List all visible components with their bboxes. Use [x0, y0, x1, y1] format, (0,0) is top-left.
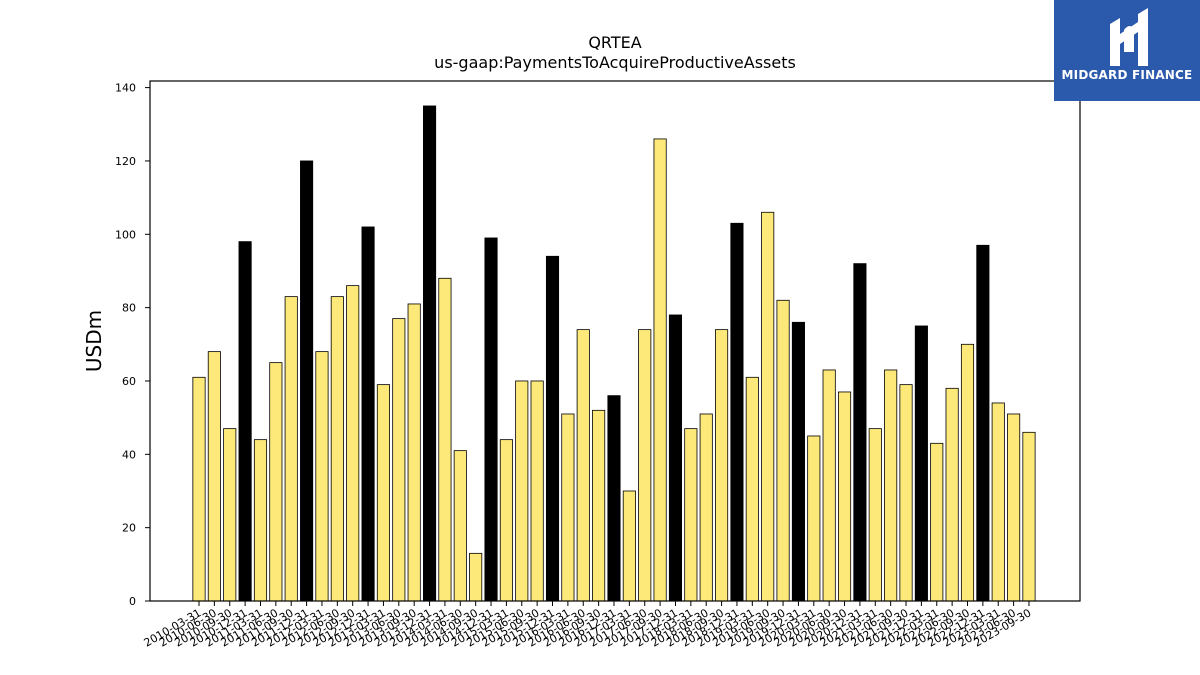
- y-tick-label: 100: [115, 228, 136, 241]
- bar-2020-03-31: [807, 435, 821, 602]
- bar-2019-12-31: [791, 321, 805, 602]
- bar-2012-03-31: [315, 351, 329, 602]
- bar-2019-06-30: [761, 211, 775, 602]
- bar-2010-03-31: [192, 376, 206, 602]
- bar-2010-12-31: [238, 241, 252, 602]
- bar-2015-12-31: [545, 255, 560, 602]
- bar-2011-09-30: [284, 296, 298, 602]
- bar-2020-09-30: [837, 391, 852, 602]
- bar-2015-06-30: [515, 380, 529, 602]
- bar-2014-03-31: [438, 277, 452, 602]
- bar-2021-09-30: [899, 384, 913, 602]
- bar-2018-06-30: [699, 413, 713, 602]
- bar-2021-06-30: [884, 369, 898, 602]
- bar-2017-06-30: [638, 329, 652, 602]
- logo-mark-icon: [1110, 8, 1148, 66]
- plot-frame: [149, 80, 1081, 602]
- bar-2022-03-31: [930, 442, 944, 602]
- bar-2016-03-31: [561, 413, 575, 602]
- bar-2013-03-31: [376, 384, 390, 602]
- bar-2017-12-31: [668, 314, 683, 602]
- y-tick-label: 60: [122, 375, 136, 388]
- bar-2023-09-30: [1022, 431, 1036, 602]
- bar-2016-06-30: [576, 329, 590, 602]
- bar-2022-12-31: [976, 244, 990, 602]
- bar-2016-09-30: [592, 409, 606, 602]
- bar-2014-06-30: [453, 450, 467, 602]
- midgard-logo: MIDGARD FINANCE: [1054, 0, 1200, 101]
- bar-2017-03-31: [622, 490, 636, 602]
- bar-2010-06-30: [207, 351, 221, 602]
- bar-2018-12-31: [730, 222, 744, 602]
- bar-2015-09-30: [530, 380, 544, 602]
- chart-title: QRTEA: [588, 33, 642, 52]
- x-axis-ticks: 2010-03-312010-06-302010-09-302010-12-31…: [142, 601, 1033, 650]
- bar-2012-06-30: [330, 296, 344, 602]
- logo-text: MIDGARD FINANCE: [1061, 68, 1193, 82]
- y-tick-label: 80: [122, 302, 136, 315]
- y-tick-label: 0: [129, 595, 136, 608]
- bar-2013-06-30: [392, 318, 406, 602]
- bar-2017-09-30: [653, 138, 667, 602]
- bar-2018-03-31: [684, 428, 698, 602]
- bar-2011-06-30: [269, 362, 283, 602]
- y-tick-label: 140: [115, 82, 136, 95]
- bar-2012-12-31: [361, 226, 375, 602]
- bar-2018-09-30: [715, 329, 729, 602]
- bar-2011-03-31: [253, 439, 268, 602]
- bars-group: [192, 105, 1036, 602]
- bar-2019-03-31: [745, 376, 759, 602]
- bar-2016-12-31: [607, 395, 621, 602]
- bar-2021-03-31: [868, 428, 882, 602]
- y-axis-label: USDm: [82, 310, 106, 372]
- bar-2013-12-31: [422, 105, 437, 602]
- bar-2021-12-31: [914, 325, 928, 602]
- bar-2014-12-31: [484, 237, 498, 602]
- y-tick-label: 120: [115, 155, 136, 168]
- bar-2010-09-30: [223, 428, 237, 602]
- bar-2022-06-30: [945, 387, 959, 602]
- bar-2013-09-30: [407, 303, 421, 602]
- bar-2022-09-30: [960, 343, 975, 602]
- bar-2011-12-31: [300, 160, 314, 602]
- bar-2020-06-30: [822, 369, 836, 602]
- bar-2019-09-30: [776, 299, 790, 602]
- y-axis-ticks: 0 20 40 60 80 100 120 140: [115, 82, 150, 608]
- y-tick-label: 40: [122, 448, 136, 461]
- bar-2014-09-30: [469, 552, 483, 602]
- bar-2023-06-30: [1007, 413, 1021, 602]
- bar-2023-03-31: [991, 402, 1005, 602]
- y-tick-label: 20: [122, 522, 136, 535]
- bar-2012-09-30: [346, 285, 360, 602]
- bar-2020-12-31: [853, 263, 867, 602]
- bar-2015-03-31: [499, 439, 513, 602]
- chart-subtitle: us-gaap:PaymentsToAcquireProductiveAsset…: [434, 53, 796, 72]
